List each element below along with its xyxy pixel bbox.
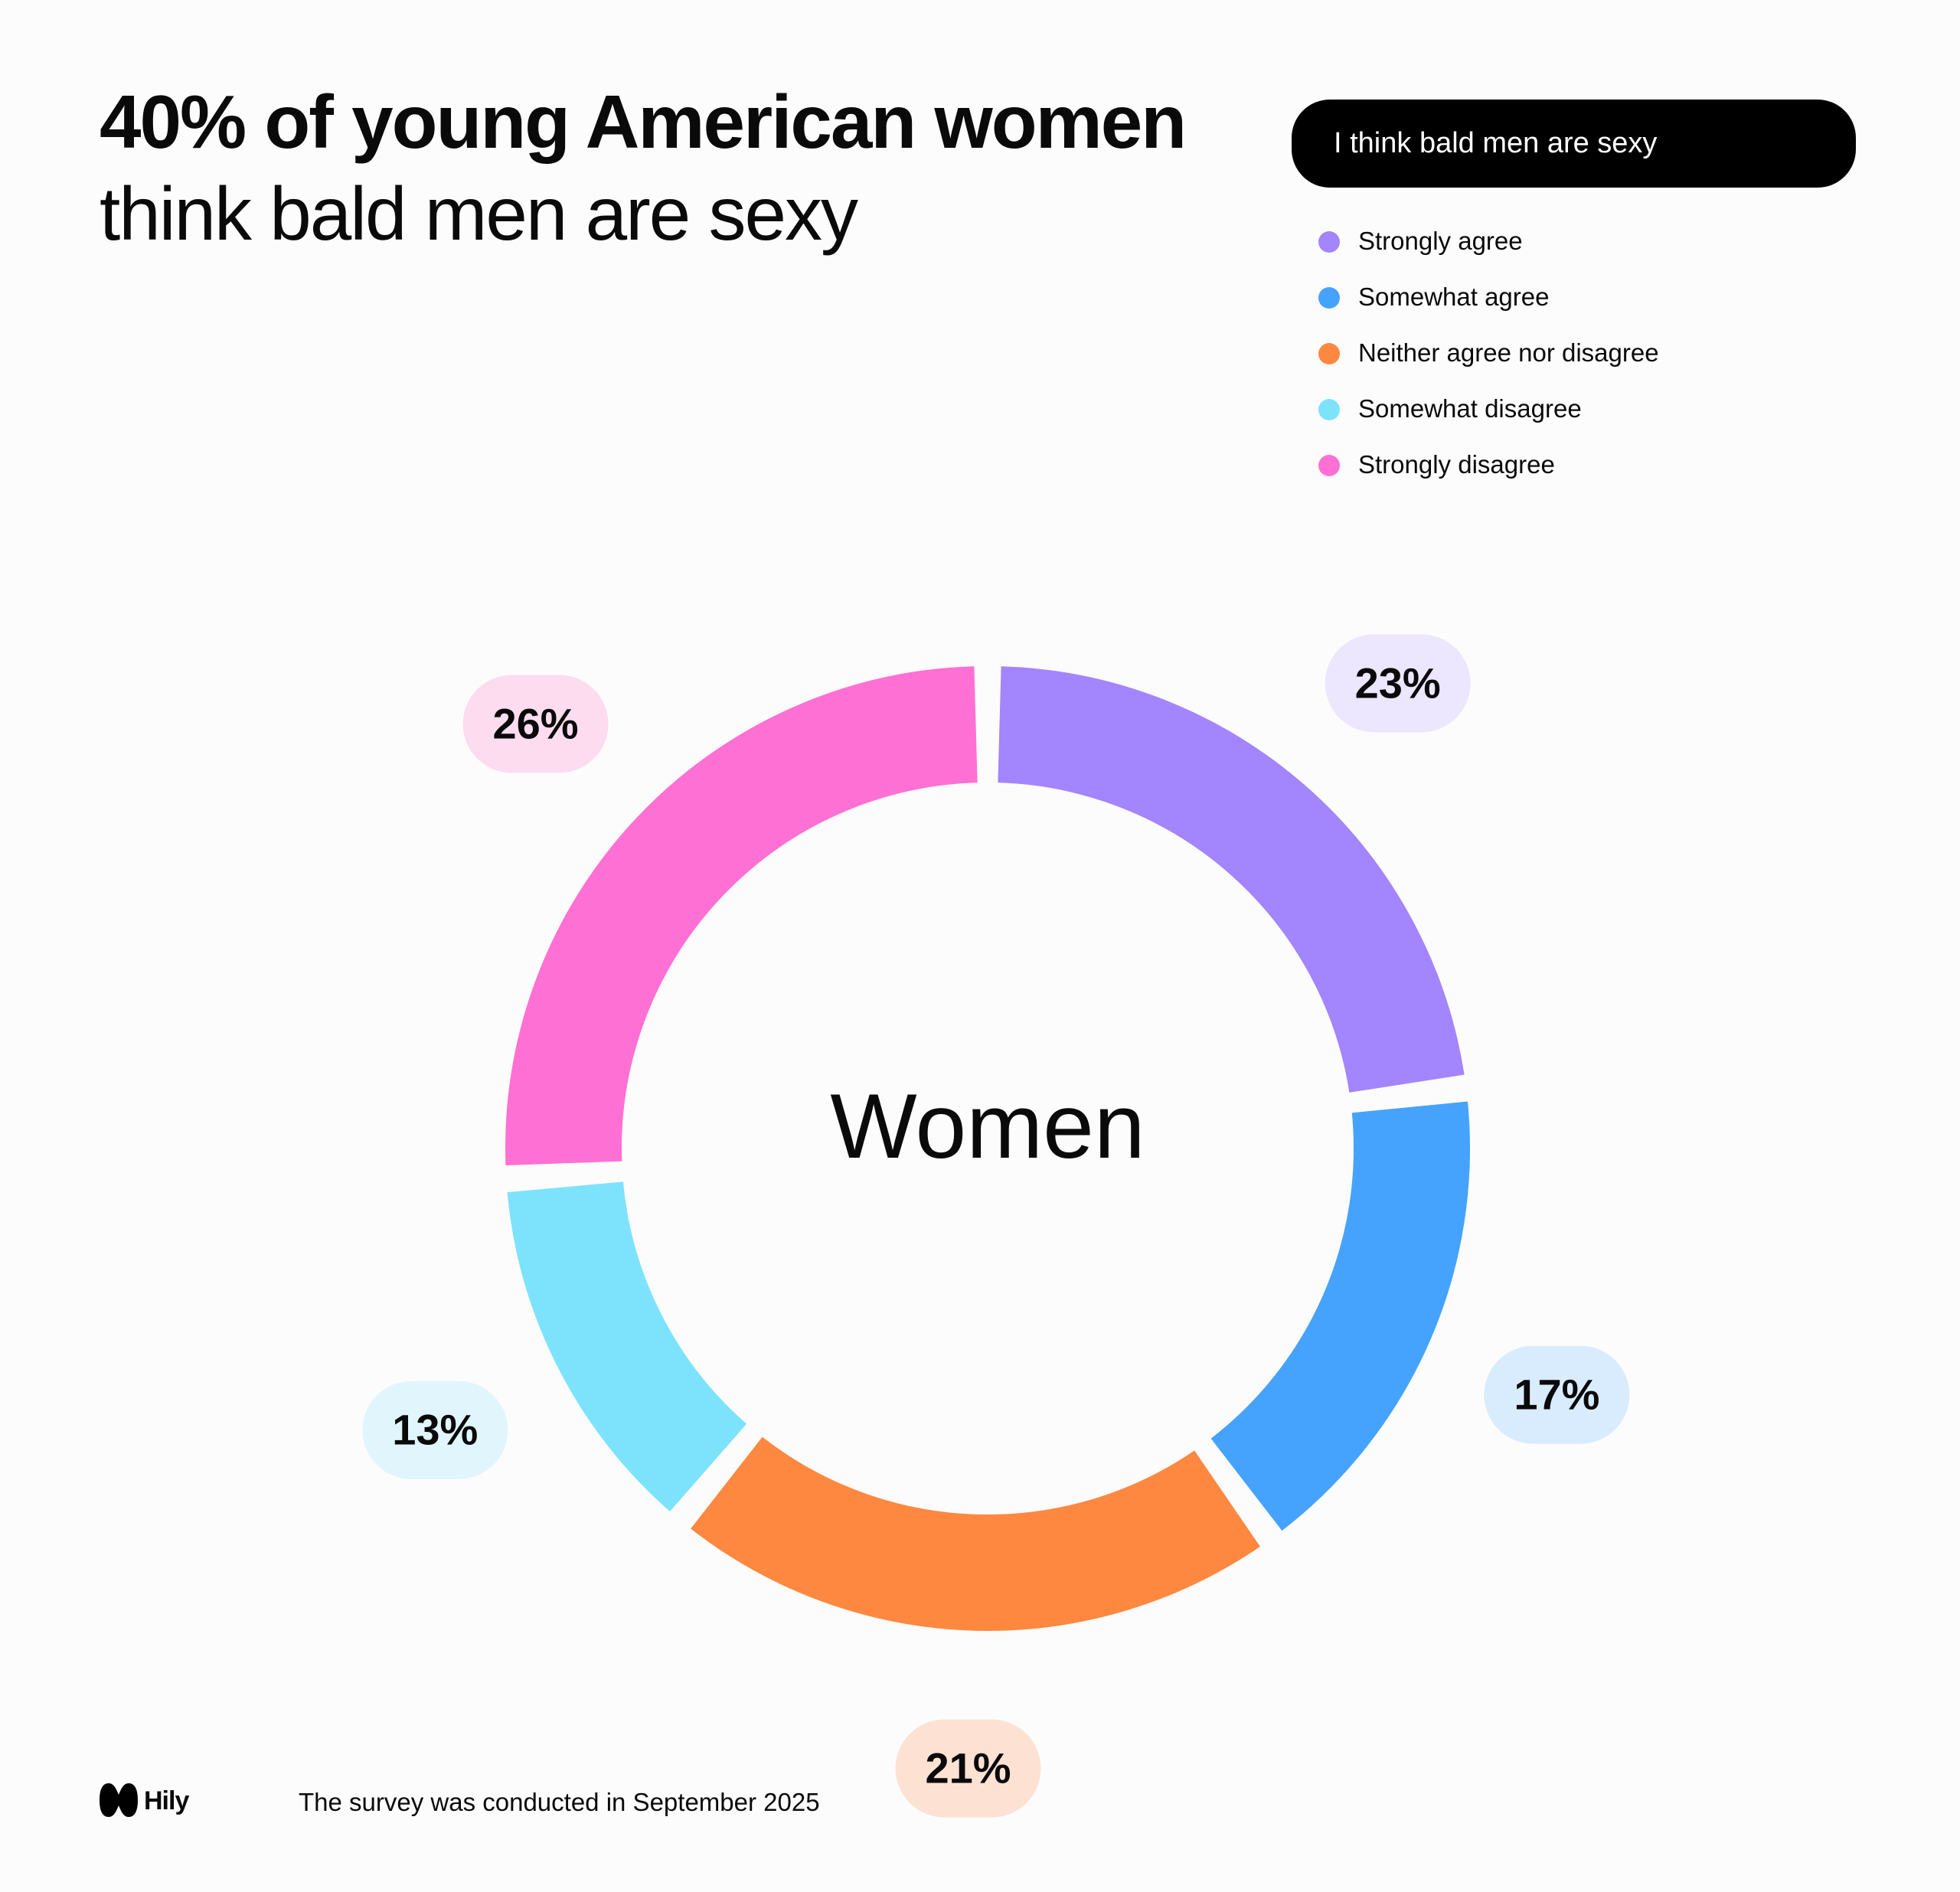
question-label: I think bald men are sexy [1334, 127, 1658, 159]
legend-label-strongly-disagree: Strongly disagree [1358, 450, 1555, 479]
value-label-strongly-disagree: 26% [492, 700, 578, 748]
legend-label-strongly-agree: Strongly agree [1358, 227, 1523, 255]
value-label-bg-strongly-agree [1325, 634, 1471, 733]
value-label-bg-somewhat-disagree [362, 1381, 508, 1479]
value-label-somewhat-disagree: 13% [392, 1406, 478, 1454]
value-label-somewhat-agree: 17% [1514, 1371, 1599, 1419]
donut-slice-somewhat-agree [1210, 1101, 1470, 1531]
legend-label-neither: Neither agree nor disagree [1358, 338, 1659, 367]
value-label-bg-strongly-disagree [462, 675, 609, 773]
legend-label-somewhat-disagree: Somewhat disagree [1358, 394, 1582, 423]
chart-subtitle: think bald men are sexy [100, 172, 858, 256]
donut-value-labels: 23% 17% 21% 13% 26% [362, 634, 1630, 1818]
donut-segments [505, 666, 1470, 1631]
legend-dot-neither [1318, 343, 1340, 364]
donut-slice-somewhat-disagree [507, 1181, 747, 1512]
legend-dot-somewhat-agree [1318, 287, 1340, 309]
legend-dot-strongly-disagree [1318, 455, 1340, 476]
question-pill: I think bald men are sexy [1292, 100, 1856, 188]
footer-brand: Hily [144, 1786, 189, 1815]
hily-logo-icon [100, 1783, 138, 1817]
value-label-neither-agree-nor-disagree: 21% [926, 1744, 1011, 1792]
chart-title: 40% of young American women [100, 80, 1187, 164]
donut-slice-strongly-disagree [505, 666, 978, 1165]
legend-label-somewhat-agree: Somewhat agree [1358, 283, 1550, 311]
donut-center-label: Women [830, 1075, 1145, 1178]
donut-slice-strongly-agree [997, 666, 1465, 1093]
value-label-bg-somewhat-agree [1484, 1345, 1630, 1444]
footer-note: The survey was conducted in September 20… [299, 1788, 820, 1816]
legend-dot-strongly-agree [1318, 231, 1340, 253]
legend-dot-somewhat-disagree [1318, 399, 1340, 420]
donut-slice-neither-agree-nor-disagree [691, 1436, 1260, 1631]
value-label-strongly-agree: 23% [1355, 658, 1441, 707]
value-label-bg-neither-agree-nor-disagree [895, 1719, 1041, 1818]
